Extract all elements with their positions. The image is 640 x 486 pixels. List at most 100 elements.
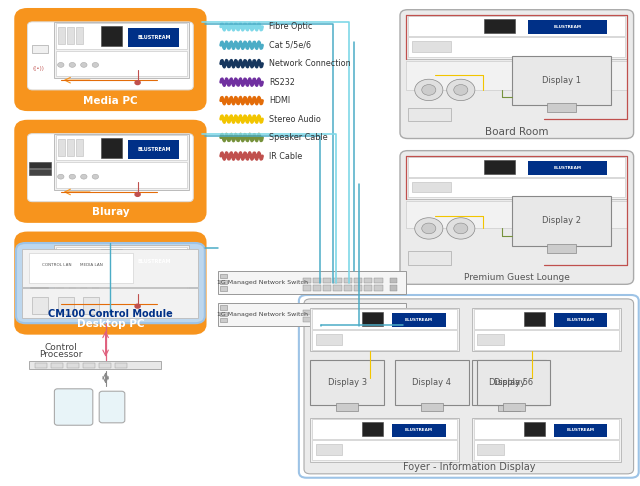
Text: Foyer - Information Display: Foyer - Information Display	[403, 462, 535, 472]
Bar	[408, 178, 625, 197]
Bar	[83, 297, 99, 314]
Text: Cat 5/5e/6: Cat 5/5e/6	[269, 41, 311, 50]
Bar	[374, 285, 383, 291]
Bar	[524, 422, 545, 436]
Text: Board Room: Board Room	[485, 127, 548, 137]
FancyBboxPatch shape	[16, 122, 205, 221]
Circle shape	[447, 79, 475, 101]
Bar	[323, 317, 332, 322]
Bar	[421, 403, 443, 411]
Text: BLUSTREAM: BLUSTREAM	[137, 147, 171, 152]
Bar	[364, 285, 372, 291]
Bar	[312, 330, 458, 350]
Text: BLUSTREAM: BLUSTREAM	[137, 35, 171, 40]
Bar	[408, 251, 451, 265]
Text: BLUSTREAM: BLUSTREAM	[405, 429, 433, 433]
Bar	[313, 317, 321, 322]
Circle shape	[135, 81, 140, 85]
Bar	[512, 56, 611, 105]
Bar	[474, 440, 619, 460]
Bar	[323, 285, 332, 291]
Bar	[498, 403, 520, 411]
FancyBboxPatch shape	[28, 245, 193, 313]
FancyBboxPatch shape	[28, 134, 193, 202]
FancyBboxPatch shape	[400, 151, 634, 284]
FancyBboxPatch shape	[16, 233, 205, 333]
Bar	[32, 45, 48, 53]
Bar	[406, 61, 627, 89]
Bar	[395, 361, 468, 404]
Bar	[83, 363, 95, 368]
Bar	[99, 363, 111, 368]
Bar	[101, 138, 122, 157]
Bar	[374, 310, 383, 315]
Bar	[408, 157, 625, 176]
Text: BLUSTREAM: BLUSTREAM	[405, 318, 433, 322]
Bar	[128, 28, 179, 47]
Bar	[477, 444, 504, 455]
Bar	[115, 363, 127, 368]
Circle shape	[135, 304, 140, 308]
Bar	[412, 182, 451, 192]
Bar	[344, 285, 352, 291]
Circle shape	[81, 174, 87, 179]
Bar	[316, 444, 342, 455]
Bar	[54, 134, 189, 190]
Bar	[477, 361, 550, 404]
Bar	[477, 334, 504, 345]
Bar	[56, 135, 187, 160]
Bar	[51, 363, 63, 368]
Bar	[32, 297, 48, 314]
Circle shape	[415, 79, 443, 101]
Bar	[76, 139, 83, 156]
Bar	[364, 310, 372, 315]
Bar	[354, 278, 362, 283]
Text: Display 4: Display 4	[413, 378, 451, 387]
Circle shape	[69, 63, 76, 68]
Text: Processor: Processor	[39, 350, 83, 359]
Bar	[472, 308, 621, 351]
Bar	[374, 278, 383, 283]
Bar	[54, 22, 189, 78]
Bar	[56, 274, 187, 300]
Bar	[333, 317, 342, 322]
Bar	[408, 17, 625, 36]
Bar	[362, 422, 383, 436]
Circle shape	[422, 85, 436, 95]
Text: Premium Guest Lounge: Premium Guest Lounge	[464, 273, 570, 282]
Bar	[29, 253, 132, 283]
Text: Display 1: Display 1	[542, 76, 581, 85]
Bar	[56, 247, 187, 272]
Bar	[390, 278, 397, 283]
Bar	[333, 278, 342, 283]
Circle shape	[81, 63, 87, 68]
Bar	[408, 108, 451, 122]
Bar	[56, 162, 187, 188]
Circle shape	[92, 286, 99, 291]
FancyBboxPatch shape	[54, 389, 93, 425]
Bar	[333, 310, 342, 315]
Bar	[502, 403, 525, 411]
Circle shape	[92, 174, 99, 179]
Bar	[220, 280, 227, 284]
Bar	[220, 312, 227, 316]
Circle shape	[58, 174, 64, 179]
Bar	[344, 278, 352, 283]
Text: BLUSTREAM: BLUSTREAM	[554, 166, 582, 170]
Bar	[474, 309, 619, 329]
Bar	[406, 15, 627, 59]
Bar	[67, 27, 74, 44]
Circle shape	[454, 223, 468, 234]
Bar	[58, 297, 74, 314]
Bar	[390, 317, 397, 322]
Text: 1G Managed Network Switch: 1G Managed Network Switch	[217, 312, 308, 317]
Bar	[220, 305, 227, 310]
Bar	[101, 249, 122, 269]
FancyBboxPatch shape	[16, 10, 205, 109]
Bar	[29, 162, 51, 168]
Bar	[58, 27, 65, 44]
Bar	[313, 285, 321, 291]
Bar	[392, 424, 446, 437]
Bar	[30, 265, 48, 301]
Text: CM100 Control Module: CM100 Control Module	[48, 310, 173, 319]
